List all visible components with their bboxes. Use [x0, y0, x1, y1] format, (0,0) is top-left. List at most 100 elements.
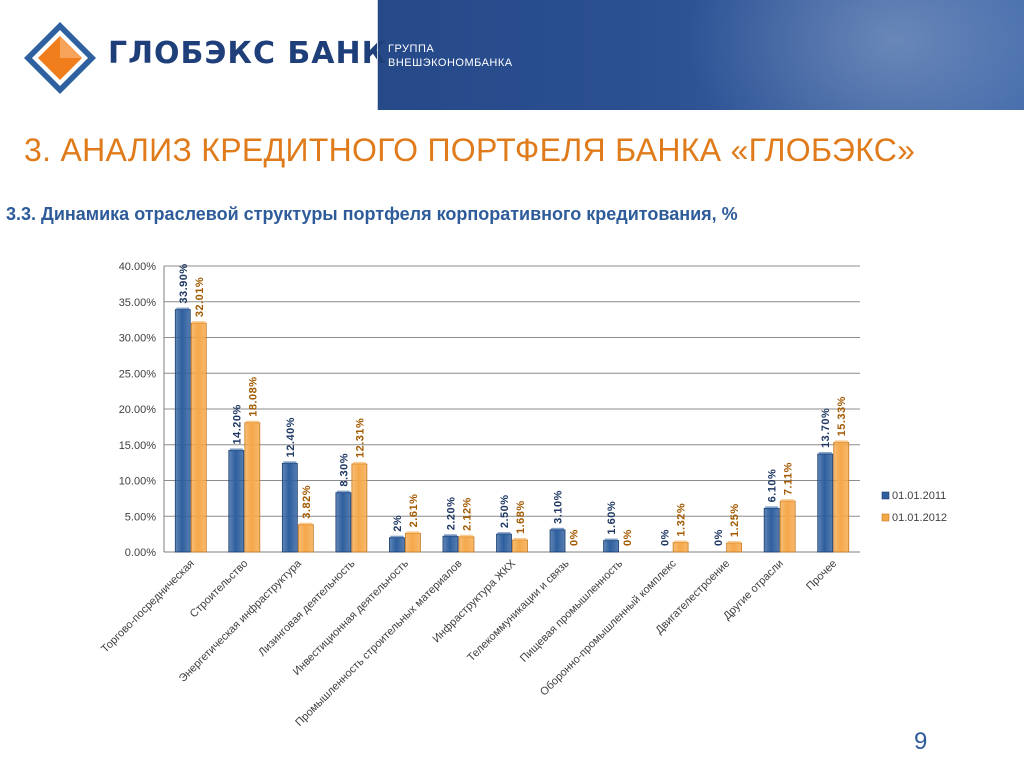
bar-cap [443, 534, 457, 538]
category-label: Инвестиционная деятельность [291, 557, 411, 677]
bar-01.01.2012-10 [726, 542, 743, 553]
bar-cap [727, 541, 741, 545]
value-label: 2.20% [445, 497, 457, 531]
y-tick-label: 20.00% [119, 404, 157, 416]
bar-cap [818, 452, 832, 456]
value-label: 2% [392, 515, 404, 532]
value-label: 1.25% [729, 503, 741, 537]
value-label: 1.68% [515, 500, 527, 534]
bar-cap [192, 321, 206, 325]
bar-cap [497, 532, 511, 536]
y-tick-label: 10.00% [119, 476, 157, 488]
bar-cap [390, 535, 404, 539]
bar-cap [781, 499, 795, 503]
bar-01.01.2011-0 [174, 309, 191, 553]
value-label: 15.33% [836, 396, 848, 436]
bar-01.01.2011-8 [603, 540, 619, 553]
bar-01.01.2011-2 [281, 462, 298, 553]
bank-name: ГЛОБЭКС БАНК [108, 36, 388, 71]
value-label: 1.60% [606, 501, 618, 535]
legend-swatch [881, 513, 890, 522]
bar-cap [834, 440, 848, 444]
y-tick-label: 25.00% [119, 368, 157, 380]
bar-01.01.2012-12 [833, 441, 850, 553]
logo-block: ГЛОБЭКС БАНК [0, 0, 386, 110]
category-label: Пищевая промышленность [518, 557, 625, 664]
bar-cap [604, 538, 618, 542]
slide-subtitle: 3.3. Динамика отраслевой структуры портф… [6, 204, 738, 224]
bar-01.01.2011-7 [549, 529, 566, 553]
value-label: 18.08% [247, 376, 259, 416]
category-label: Прочее [804, 558, 839, 593]
value-label: 12.31% [354, 418, 366, 458]
bar-cap [765, 506, 779, 510]
bar-01.01.2012-4 [405, 532, 421, 553]
bar-cap [352, 461, 366, 465]
value-label: 0% [660, 529, 672, 546]
bar-01.01.2011-3 [335, 492, 352, 553]
bar-cap [551, 527, 565, 531]
value-label: 1.32% [676, 503, 688, 537]
group-line-1: ГРУППА [388, 43, 435, 55]
category-label: Торгово-посредническая [99, 558, 197, 656]
value-label: 3.82% [301, 485, 313, 519]
value-label: 33.90% [178, 263, 190, 303]
bar-cap [176, 307, 190, 311]
value-label: 8.30% [338, 453, 350, 487]
legend-label: 01.01.2012 [892, 512, 947, 524]
bar-01.01.2011-1 [228, 450, 245, 553]
bar-cap [229, 448, 243, 452]
page-number: 9 [914, 728, 928, 755]
value-label: 0% [569, 529, 581, 546]
y-tick-label: 35.00% [119, 297, 157, 309]
value-label: 2.12% [461, 497, 473, 531]
value-label: 13.70% [820, 408, 832, 448]
slide-title: 3. АНАЛИЗ КРЕДИТНОГО ПОРТФЕЛЯ БАНКА «ГЛО… [24, 132, 916, 168]
bar-cap [406, 531, 420, 535]
value-label: 7.11% [783, 462, 795, 495]
y-tick-label: 0.00% [125, 547, 156, 559]
bank-logo-icon [24, 22, 96, 94]
y-tick-label: 30.00% [119, 333, 157, 345]
bar-01.01.2012-3 [351, 463, 368, 553]
value-label: 12.40% [285, 417, 297, 457]
value-label: 2.61% [408, 494, 420, 528]
category-label: Телекоммуникации и связь [465, 557, 572, 664]
bar-cap [513, 537, 527, 541]
bar-cap [336, 490, 350, 494]
y-tick-label: 5.00% [125, 511, 156, 523]
bar-01.01.2012-5 [458, 536, 475, 553]
legend-swatch [881, 491, 890, 500]
bar-01.01.2011-5 [442, 535, 459, 553]
bar-cap [245, 420, 259, 424]
category-label: Лизинговая деятельность [256, 557, 357, 658]
value-label: 2.50% [499, 494, 511, 528]
logo-divider [377, 0, 378, 110]
bar-01.01.2011-11 [763, 507, 780, 553]
bar-01.01.2012-0 [190, 322, 207, 553]
bar-01.01.2012-2 [297, 524, 314, 553]
value-label: 0% [713, 529, 725, 546]
value-label: 6.10% [767, 469, 779, 503]
bar-01.01.2011-12 [817, 453, 834, 553]
bar-01.01.2011-4 [389, 537, 405, 553]
y-tick-label: 15.00% [119, 440, 157, 452]
bar-01.01.2012-1 [244, 422, 261, 553]
bar-01.01.2012-9 [672, 542, 689, 553]
value-label: 14.20% [231, 404, 243, 444]
bar-01.01.2012-6 [512, 539, 528, 553]
bar-cap [459, 534, 473, 538]
y-tick-label: 40.00% [119, 261, 157, 273]
group-line-2: ВНЕШЭКОНОМБАНКА [388, 57, 513, 69]
bar-cap [674, 540, 688, 544]
value-label: 0% [622, 529, 634, 546]
bar-01.01.2011-6 [496, 533, 512, 553]
bar-cap [283, 461, 297, 465]
bar-cap [299, 522, 313, 526]
bar-01.01.2012-11 [779, 500, 796, 553]
value-label: 32.01% [194, 277, 206, 317]
legend-label: 01.01.2011 [892, 490, 946, 502]
group-name: ГРУППА ВНЕШЭКОНОМБАНКА [388, 42, 513, 70]
value-label: 3.10% [553, 490, 565, 524]
